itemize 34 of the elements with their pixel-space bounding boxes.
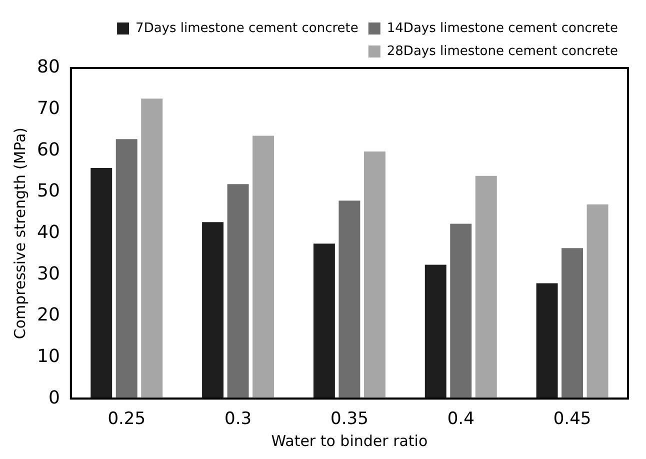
x-tick-label: 0.45 bbox=[553, 409, 592, 430]
bar bbox=[536, 283, 558, 399]
x-axis-title: Water to binder ratio bbox=[271, 432, 428, 450]
bar bbox=[475, 176, 497, 399]
legend-label: 28Days limestone cement concrete bbox=[386, 44, 618, 59]
y-tick-label: 80 bbox=[37, 56, 60, 78]
x-tick-label: 0.35 bbox=[330, 409, 368, 430]
bar bbox=[90, 168, 112, 399]
x-tick-label: 0.25 bbox=[108, 409, 146, 430]
y-tick-label: 60 bbox=[37, 139, 60, 160]
legend-label: 14Days limestone cement concrete bbox=[386, 20, 618, 36]
bar bbox=[450, 224, 472, 399]
bar bbox=[116, 139, 138, 399]
y-tick-label: 10 bbox=[37, 346, 60, 367]
bar bbox=[141, 98, 163, 399]
bar bbox=[313, 244, 335, 399]
y-tick-label: 20 bbox=[37, 304, 60, 326]
y-tick-label: 40 bbox=[37, 222, 60, 243]
y-tick-label: 30 bbox=[37, 263, 60, 284]
x-tick-label: 0.4 bbox=[447, 409, 474, 430]
bar bbox=[586, 204, 608, 399]
bar bbox=[202, 222, 224, 399]
bar bbox=[252, 136, 274, 399]
bar bbox=[562, 248, 584, 399]
y-tick-label: 70 bbox=[37, 98, 60, 119]
legend-label: 7Days limestone cement concrete bbox=[136, 20, 358, 36]
bar bbox=[424, 264, 446, 399]
bar bbox=[338, 200, 360, 399]
y-tick-label: 0 bbox=[48, 387, 60, 408]
y-axis-title: Compressive strength (MPa) bbox=[10, 127, 29, 340]
y-tick-label: 50 bbox=[37, 180, 60, 202]
x-tick-label: 0.3 bbox=[224, 409, 252, 430]
bar bbox=[364, 151, 386, 399]
bar bbox=[227, 184, 249, 399]
